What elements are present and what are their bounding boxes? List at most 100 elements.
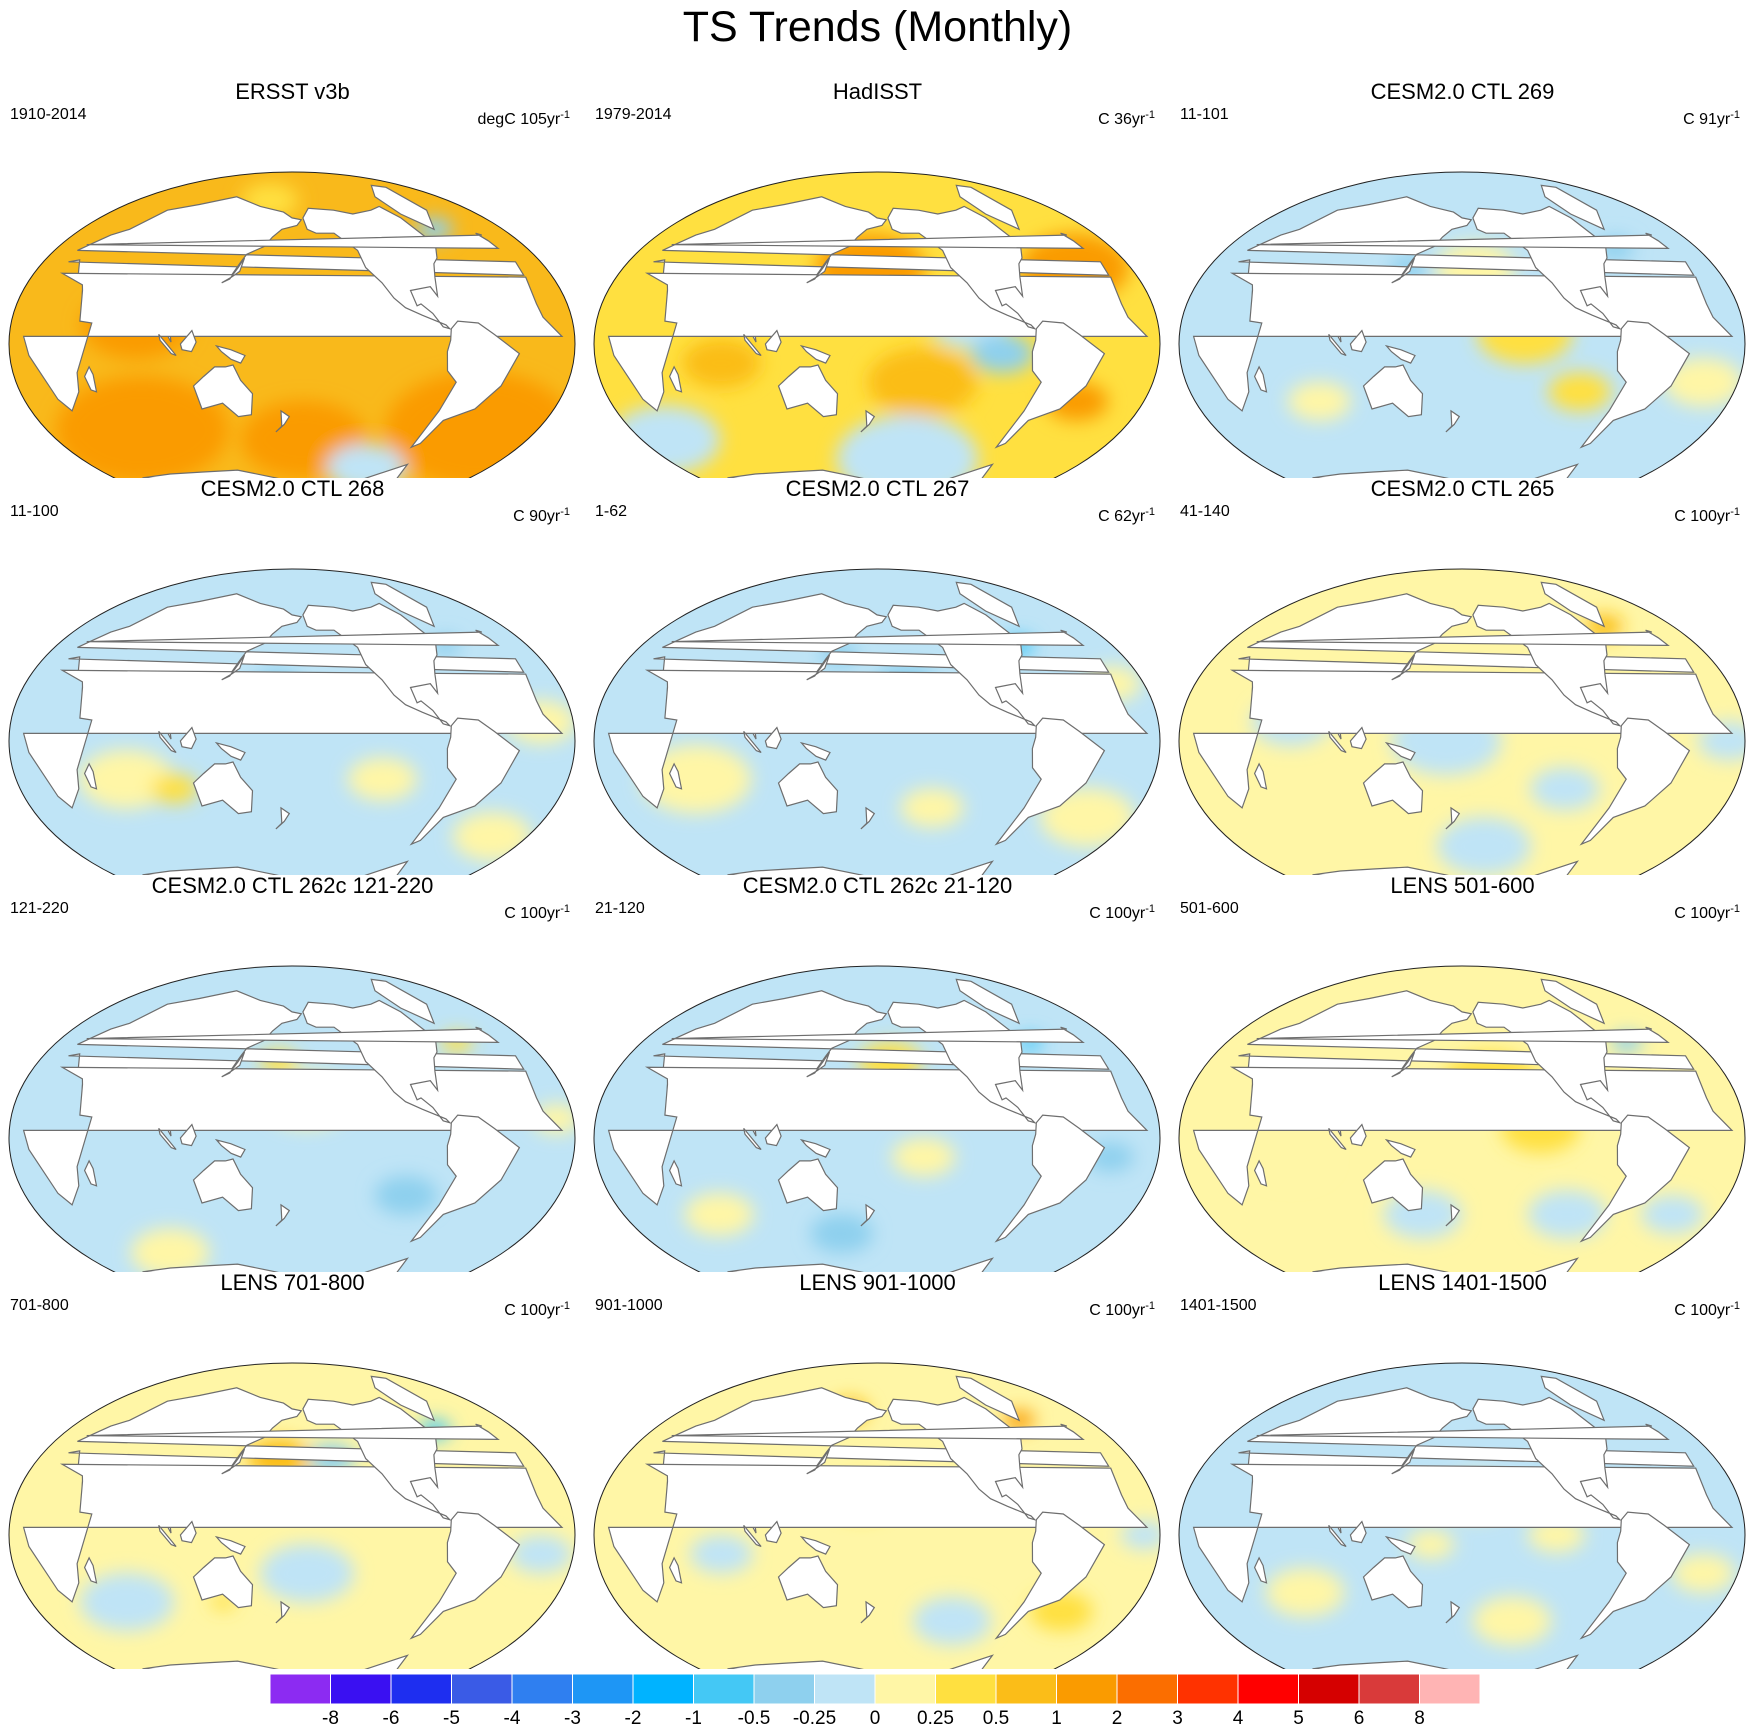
land-new-zealand: [275, 409, 291, 433]
land-uk: [1256, 629, 1670, 647]
map-panel: LENS 901-1000 901-1000 C 100yr-1: [585, 1269, 1170, 1669]
panel-units-exponent: -1: [1145, 903, 1155, 915]
colorbar-tick-label: 0.5: [982, 1708, 1010, 1729]
land-south-america: [409, 717, 521, 846]
land-madagascar: [1253, 365, 1268, 393]
map-panel: CESM2.0 CTL 262c 21-120 21-120 C 100yr-1: [585, 872, 1170, 1272]
trend-anomaly-region: [900, 788, 964, 828]
land-new-zealand: [275, 1203, 291, 1227]
colorbar-tick-label: -4: [503, 1708, 521, 1729]
panel-units-text: C 100yr: [1674, 508, 1731, 525]
trend-anomaly-region: [347, 757, 417, 801]
panel-title: CESM2.0 CTL 265: [1370, 476, 1555, 501]
trend-anomaly-region: [810, 1214, 874, 1254]
panel-units-exponent: -1: [1730, 1300, 1740, 1312]
trend-anomaly-region: [452, 812, 532, 861]
land-sumatra: [158, 334, 177, 357]
land-madagascar: [83, 1556, 98, 1584]
colorbar-swatch: [995, 1673, 1057, 1705]
land-uk: [86, 1423, 500, 1441]
land-africa: [607, 1463, 1149, 1603]
trend-anomaly-field: [79, 635, 575, 861]
land-antarctica: [727, 1654, 995, 1669]
land-uk: [671, 232, 1085, 250]
map-outline: [1178, 171, 1746, 478]
panel-units-text: C 100yr: [1674, 905, 1731, 922]
panel-title: CESM2.0 CTL 268: [200, 476, 385, 501]
map-panel: LENS 1401-1500 1401-1500 C 100yr-1: [1170, 1269, 1755, 1669]
map-panel: CESM2.0 CTL 268 11-100 C 90yr-1: [0, 475, 585, 875]
panel-units-label: C 100yr-1: [1674, 1296, 1740, 1321]
map-outline: [8, 965, 576, 1272]
trend-anomaly-region: [326, 443, 406, 478]
map-panel: LENS 701-800 701-800 C 100yr-1: [0, 1269, 585, 1669]
panel-period-label: 701-800: [10, 1297, 69, 1314]
colorbar-swatch: [390, 1673, 452, 1705]
land-greenland: [955, 1375, 1021, 1422]
map-panel: CESM2.0 CTL 269 11-101 C 91yr-1: [1170, 78, 1755, 478]
land-sumatra: [158, 1525, 177, 1548]
map-outline: [593, 965, 1161, 1272]
land-borneo: [764, 726, 782, 750]
panel-units-text: C 100yr: [1089, 905, 1146, 922]
colorbar-svg: [269, 1673, 1481, 1705]
land-borneo: [1349, 1123, 1367, 1147]
land-new-guinea: [799, 741, 831, 761]
land-south-america: [994, 717, 1106, 846]
map-outline: [1178, 568, 1746, 875]
panel-period-label: 21-120: [595, 900, 645, 917]
land-japan: [806, 1448, 831, 1475]
land-africa: [22, 669, 564, 809]
land-madagascar: [83, 762, 98, 790]
land-greenland: [370, 184, 436, 231]
land-australia: [777, 761, 839, 815]
colorbar-swatch: [511, 1673, 573, 1705]
map-plot: [8, 965, 576, 1272]
land-sumatra: [743, 1128, 762, 1151]
panel-title: LENS 501-600: [1390, 873, 1535, 898]
land-antarctica: [1312, 860, 1580, 875]
map-outline: [8, 1362, 576, 1669]
trend-anomaly-region: [684, 1192, 754, 1236]
land-greenland: [370, 978, 436, 1025]
land-sumatra: [1328, 1525, 1347, 1548]
land-japan: [221, 654, 246, 681]
colorbar: [269, 1673, 1481, 1705]
land-sumatra: [743, 731, 762, 754]
map-plot: [8, 171, 576, 478]
panel-title: CESM2.0 CTL 269: [1370, 79, 1555, 104]
land-madagascar: [83, 1159, 98, 1187]
land-new-guinea: [1384, 1535, 1416, 1555]
trend-anomaly-region: [1472, 1596, 1552, 1646]
panel-units-text: C 62yr: [1098, 508, 1146, 525]
colorbar-tick-label: 2: [1111, 1708, 1123, 1729]
land-south-america: [409, 1114, 521, 1243]
colorbar-swatch: [1419, 1673, 1481, 1705]
colorbar-swatch: [1358, 1673, 1420, 1705]
colorbar-swatch: [935, 1673, 997, 1705]
colorbar-tick-label: -6: [382, 1708, 400, 1729]
land-antarctica: [1312, 1654, 1580, 1669]
panel-period-label: 1979-2014: [595, 106, 672, 123]
land-japan: [1391, 1051, 1416, 1078]
land-madagascar: [1253, 1159, 1268, 1187]
colorbar-swatch: [874, 1673, 936, 1705]
land-greenland: [370, 581, 436, 628]
colorbar-swatch: [753, 1673, 815, 1705]
trend-anomaly-region: [912, 1596, 992, 1646]
land-japan: [1391, 1448, 1416, 1475]
land-greenland: [1540, 581, 1606, 628]
land-sumatra: [743, 334, 762, 357]
colorbar-swatch: [632, 1673, 694, 1705]
land-japan: [221, 1051, 246, 1078]
land-borneo: [179, 1520, 197, 1544]
land-antarctica: [142, 1257, 410, 1272]
land-sumatra: [158, 731, 177, 754]
map-outline: [8, 171, 576, 478]
colorbar-tick-label: -3: [564, 1708, 581, 1729]
land-madagascar: [668, 1556, 683, 1584]
land-africa: [22, 1066, 564, 1206]
land-australia: [1362, 364, 1424, 418]
land-africa: [1192, 1066, 1734, 1206]
land-africa: [607, 669, 1149, 809]
